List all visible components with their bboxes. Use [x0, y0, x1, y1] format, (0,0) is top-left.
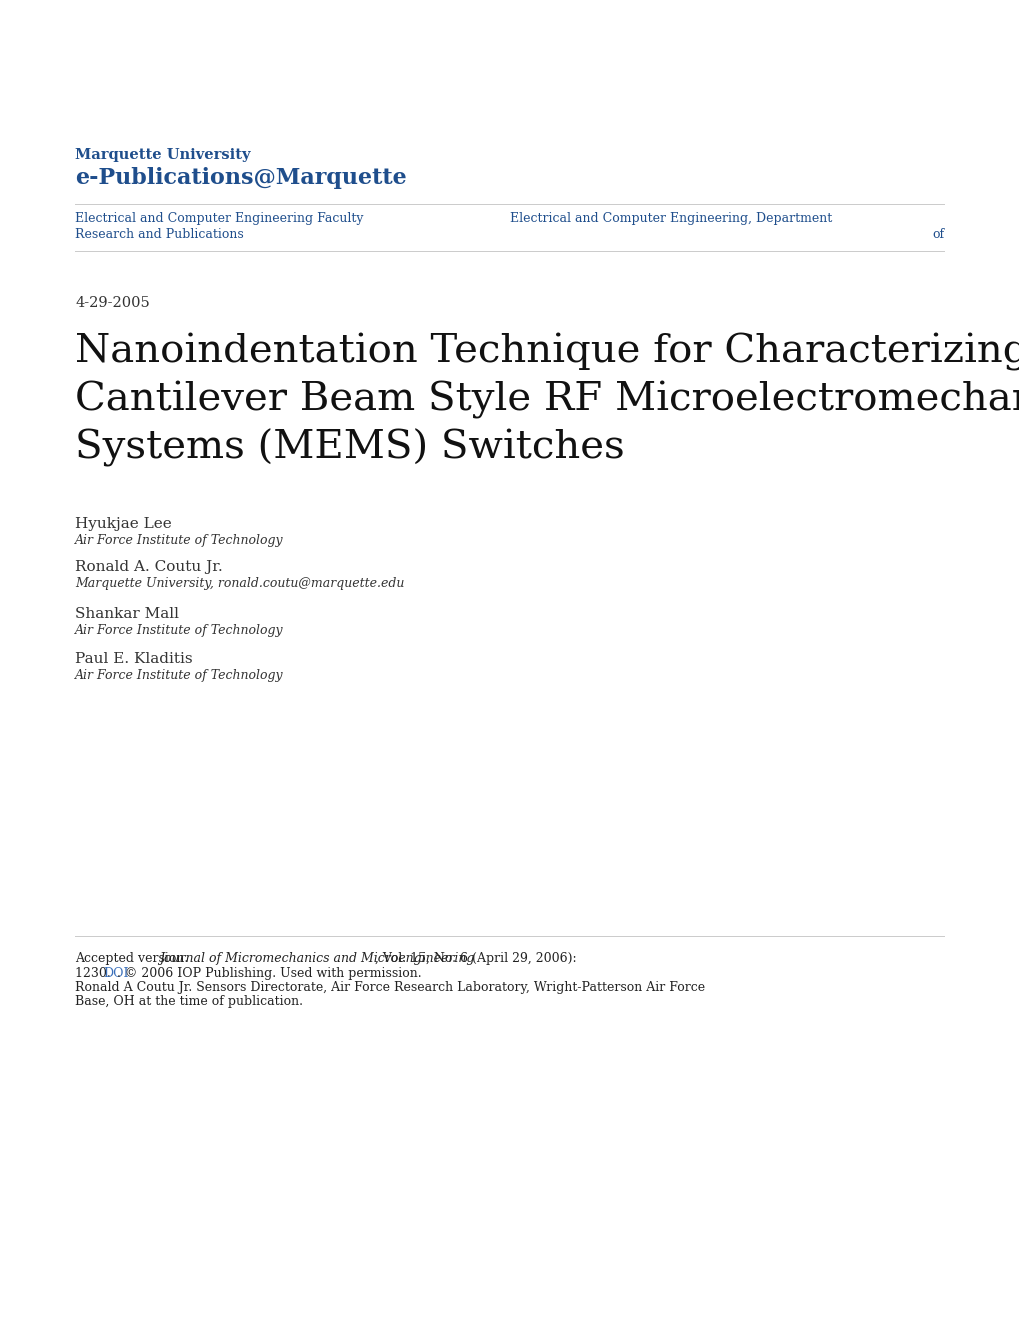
Text: e-Publications@Marquette: e-Publications@Marquette	[75, 168, 407, 189]
Text: Marquette University, ronald.coutu@marquette.edu: Marquette University, ronald.coutu@marqu…	[75, 577, 404, 590]
Text: Marquette University: Marquette University	[75, 148, 251, 162]
Text: Electrical and Computer Engineering Faculty: Electrical and Computer Engineering Facu…	[75, 213, 363, 224]
Text: Ronald A Coutu Jr. Sensors Directorate, Air Force Research Laboratory, Wright-Pa: Ronald A Coutu Jr. Sensors Directorate, …	[75, 981, 704, 994]
Text: Air Force Institute of Technology: Air Force Institute of Technology	[75, 669, 283, 682]
Text: Research and Publications: Research and Publications	[75, 228, 244, 242]
Text: 1230.: 1230.	[75, 968, 115, 979]
Text: Air Force Institute of Technology: Air Force Institute of Technology	[75, 535, 283, 546]
Text: Nanoindentation Technique for Characterizing: Nanoindentation Technique for Characteri…	[75, 333, 1019, 371]
Text: Hyukjae Lee: Hyukjae Lee	[75, 517, 171, 531]
Text: Accepted version.: Accepted version.	[75, 952, 192, 965]
Text: Base, OH at the time of publication.: Base, OH at the time of publication.	[75, 995, 303, 1008]
Text: of: of	[932, 228, 944, 242]
Text: Ronald A. Coutu Jr.: Ronald A. Coutu Jr.	[75, 560, 222, 574]
Text: Electrical and Computer Engineering, Department: Electrical and Computer Engineering, Dep…	[510, 213, 832, 224]
Text: Air Force Institute of Technology: Air Force Institute of Technology	[75, 624, 283, 638]
Text: Paul E. Kladitis: Paul E. Kladitis	[75, 652, 193, 667]
Text: Systems (MEMS) Switches: Systems (MEMS) Switches	[75, 429, 625, 467]
Text: . © 2006 IOP Publishing. Used with permission.: . © 2006 IOP Publishing. Used with permi…	[117, 968, 421, 979]
Text: Journal of Micromechanics and Microengineering: Journal of Micromechanics and Microengin…	[159, 952, 474, 965]
Text: Shankar Mall: Shankar Mall	[75, 607, 178, 620]
Text: Cantilever Beam Style RF Microelectromechanical: Cantilever Beam Style RF Microelectromec…	[75, 381, 1019, 418]
Text: 4-29-2005: 4-29-2005	[75, 296, 150, 310]
Text: , Vol. 15, No. 6 (April 29, 2006):: , Vol. 15, No. 6 (April 29, 2006):	[374, 952, 576, 965]
Text: DOI: DOI	[103, 968, 128, 979]
